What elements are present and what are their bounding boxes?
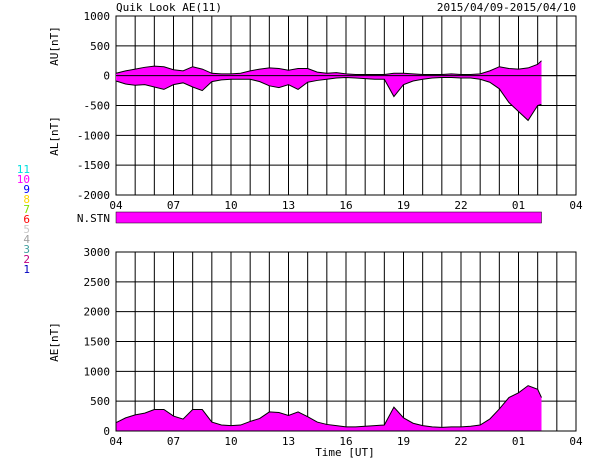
legend-entry: 10 bbox=[17, 173, 30, 186]
y-tick-label: -2000 bbox=[77, 189, 110, 202]
nstn-label: N.STN bbox=[77, 212, 110, 225]
x-tick-label: 04 bbox=[569, 435, 583, 448]
legend-entry: 3 bbox=[23, 243, 30, 256]
x-tick-label: 04 bbox=[109, 435, 123, 448]
x-tick-label: 04 bbox=[109, 199, 123, 212]
au-axis-label: AU[nT] bbox=[48, 26, 61, 66]
y-tick-label: 500 bbox=[90, 395, 110, 408]
x-tick-label: 10 bbox=[224, 435, 237, 448]
y-tick-label: -500 bbox=[84, 100, 111, 113]
legend-entry: 2 bbox=[23, 253, 30, 266]
al-area bbox=[116, 75, 542, 121]
ae-axis-label: AE[nT] bbox=[48, 322, 61, 362]
y-tick-label: 1000 bbox=[84, 365, 111, 378]
x-tick-label: 19 bbox=[397, 199, 410, 212]
y-tick-label: 3000 bbox=[84, 246, 111, 259]
y-tick-label: 2500 bbox=[84, 276, 111, 289]
legend-entry: 9 bbox=[23, 183, 30, 196]
nstn-bar bbox=[115, 211, 542, 224]
y-tick-label: 1000 bbox=[84, 10, 111, 23]
x-tick-label: 10 bbox=[224, 199, 237, 212]
y-tick-label: 0 bbox=[103, 425, 110, 438]
legend-entry: 8 bbox=[23, 193, 30, 206]
ae-line bbox=[115, 385, 542, 428]
nstn-panel bbox=[115, 211, 542, 224]
x-tick-label: 22 bbox=[454, 199, 467, 212]
y-tick-label: 1500 bbox=[84, 336, 111, 349]
legend-entry: 4 bbox=[23, 233, 30, 246]
legend-entry: 11 bbox=[17, 163, 30, 176]
y-tick-label: -1500 bbox=[77, 159, 110, 172]
x-tick-label: 01 bbox=[512, 435, 525, 448]
x-tick-label: 16 bbox=[339, 199, 352, 212]
x-tick-label: 13 bbox=[282, 435, 295, 448]
panel-frame bbox=[115, 251, 577, 432]
y-tick-label: 2000 bbox=[84, 306, 111, 319]
legend-entry: 6 bbox=[23, 213, 30, 226]
x-tick-label: 04 bbox=[569, 199, 583, 212]
al-line bbox=[115, 76, 542, 122]
x-axis-label: Time [UT] bbox=[315, 446, 375, 459]
panel-frame bbox=[115, 15, 577, 196]
legend-entry: 1 bbox=[23, 263, 30, 276]
legend-entry: 7 bbox=[23, 203, 30, 216]
x-tick-label: 07 bbox=[167, 199, 180, 212]
al-axis-label: AL[nT] bbox=[48, 116, 61, 156]
x-tick-label: 01 bbox=[512, 199, 525, 212]
x-tick-label: 07 bbox=[167, 435, 180, 448]
ae-area bbox=[116, 385, 542, 431]
x-tick-label: 22 bbox=[454, 435, 467, 448]
au-area bbox=[116, 60, 542, 76]
au-line bbox=[115, 60, 542, 75]
x-tick-label: 16 bbox=[339, 435, 352, 448]
x-tick-label: 19 bbox=[397, 435, 410, 448]
y-tick-label: -1000 bbox=[77, 129, 110, 142]
legend-entry: 5 bbox=[23, 223, 30, 236]
date-range: 2015/04/09-2015/04/10 bbox=[437, 1, 576, 14]
y-tick-label: 500 bbox=[90, 40, 110, 53]
chart-title: Quik Look AE(11) bbox=[116, 1, 222, 14]
x-tick-label: 13 bbox=[282, 199, 295, 212]
y-tick-label: 0 bbox=[103, 70, 110, 83]
